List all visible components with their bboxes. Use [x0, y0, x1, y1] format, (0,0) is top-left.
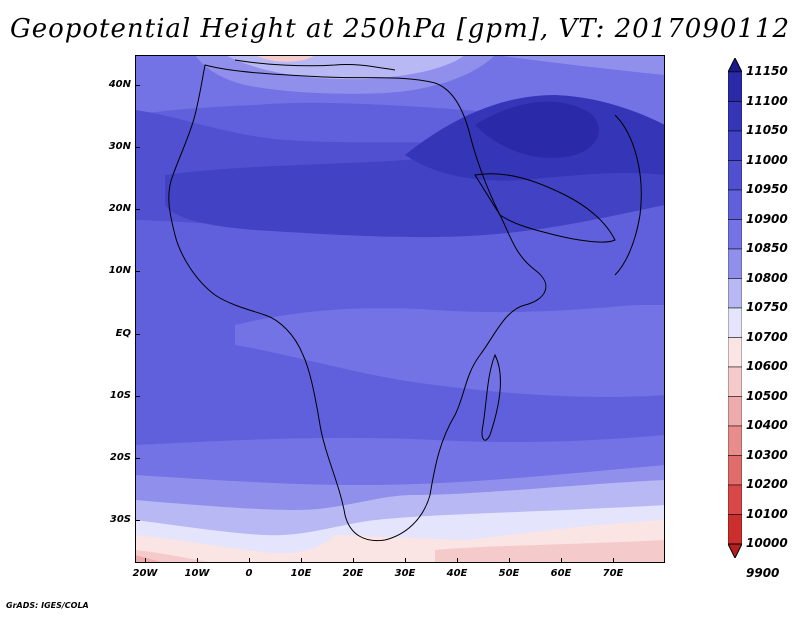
- field-band-10850-eq: [235, 305, 665, 397]
- colorbar-label-11100: 11100: [746, 93, 788, 108]
- colorbar-label-10300: 10300: [746, 447, 788, 462]
- lon-tick: [301, 558, 302, 563]
- colorbar-top-arrow: [728, 58, 742, 73]
- lon-label-60e: 60E: [550, 568, 572, 579]
- heatmap-field: [135, 55, 665, 563]
- lat-tick: [135, 209, 140, 210]
- lon-tick: [509, 558, 510, 563]
- chart-title: Geopotential Height at 250hPa [gpm], VT:…: [9, 14, 791, 44]
- colorbar-label-10000: 10000: [746, 536, 788, 550]
- lat-tick: [135, 271, 140, 272]
- lon-tick: [405, 558, 406, 563]
- madagascar-coastline: [481, 353, 501, 441]
- field-band-10800-ne: [495, 55, 665, 75]
- field-band-10400-south: [135, 555, 165, 563]
- colorbar-swatch-10700: [728, 307, 742, 338]
- colorbar-label-10500: 10500: [746, 388, 788, 403]
- india-coastline: [614, 114, 642, 276]
- lon-label-20e: 20E: [342, 568, 364, 579]
- colorbar-label-10950: 10950: [746, 182, 788, 196]
- colorbar-label-10700: 10700: [746, 329, 788, 344]
- lat-tick: [135, 85, 140, 86]
- field-band-10600-north: [255, 55, 315, 62]
- lon-label-40e: 40E: [446, 568, 468, 579]
- lat-label-20s: 20S: [109, 452, 131, 463]
- map-plot-area: [135, 55, 665, 563]
- colorbar-swatch-10500: [728, 366, 742, 397]
- colorbar-swatch-10200: [728, 455, 742, 486]
- colorbar-label-10900: 10900: [746, 211, 788, 226]
- lat-tick: [135, 334, 140, 335]
- lon-label-30e: 30E: [394, 568, 416, 579]
- colorbar-swatch-10950: [728, 160, 742, 191]
- colorbar-label-10600: 10600: [746, 359, 788, 373]
- field-band-10500-south: [135, 540, 665, 563]
- colorbar-swatch-10000: [728, 514, 742, 545]
- lon-tick: [197, 558, 198, 563]
- colorbar-label-10750: 10750: [746, 300, 788, 314]
- lon-label-10w: 10W: [184, 568, 210, 579]
- lon-tick: [353, 558, 354, 563]
- colorbar-swatch-10800: [728, 248, 742, 279]
- lon-label-10e: 10E: [290, 568, 312, 579]
- lon-label-0: 0: [245, 568, 253, 579]
- lon-tick: [145, 558, 146, 563]
- colorbar-label-10100: 10100: [746, 506, 788, 521]
- lat-tick: [135, 147, 140, 148]
- colorbar-label-11150: 11150: [746, 64, 788, 78]
- coastlines: [168, 59, 642, 542]
- colorbar-swatch-11100: [728, 71, 742, 102]
- lon-tick: [561, 558, 562, 563]
- lon-tick: [249, 558, 250, 563]
- colorbar-swatch-11000: [728, 130, 742, 161]
- colorbar-label-11050: 11050: [746, 123, 788, 137]
- colorbar-swatch-10400: [728, 396, 742, 427]
- colorbar-label-10850: 10850: [746, 241, 788, 255]
- colorbar-swatch-10850: [728, 219, 742, 250]
- colorbar-label-10800: 10800: [746, 270, 788, 285]
- lat-label-eq: EQ: [115, 328, 131, 339]
- lat-tick: [135, 520, 140, 521]
- colorbar-graphic: [728, 58, 742, 558]
- lon-tick: [613, 558, 614, 563]
- mediterranean-coastline: [234, 59, 396, 71]
- lon-tick: [457, 558, 458, 563]
- colorbar-label-10400: 10400: [746, 418, 788, 432]
- grads-credit: GrADS: IGES/COLA: [6, 601, 89, 610]
- colorbar-swatch-10100: [728, 484, 742, 515]
- colorbar: [728, 58, 742, 558]
- lon-label-70e: 70E: [602, 568, 624, 579]
- africa-coastline: [168, 64, 547, 542]
- colorbar-label-11000: 11000: [746, 152, 788, 167]
- colorbar-swatch-10600: [728, 337, 742, 368]
- lat-label-10s: 10S: [109, 390, 131, 401]
- colorbar-swatch-11050: [728, 101, 742, 132]
- lat-tick: [135, 458, 140, 459]
- field-band-11100: [475, 101, 599, 158]
- lat-tick: [135, 396, 140, 397]
- lat-label-20n: 20N: [108, 203, 131, 214]
- lat-label-40n: 40N: [108, 79, 131, 90]
- lat-label-30n: 30N: [108, 141, 131, 152]
- colorbar-swatch-10300: [728, 425, 742, 456]
- colorbar-bottom-arrow: [728, 543, 742, 558]
- lat-label-30s: 30S: [109, 514, 131, 525]
- lat-label-10n: 10N: [108, 265, 131, 276]
- colorbar-label-9900: 9900: [746, 565, 780, 580]
- colorbar-swatch-10900: [728, 189, 742, 220]
- lon-label-50e: 50E: [498, 568, 520, 579]
- lon-label-20w: 20W: [132, 568, 158, 579]
- colorbar-swatch-10750: [728, 278, 742, 309]
- arabia-coastline: [474, 173, 616, 243]
- colorbar-label-10200: 10200: [746, 477, 788, 491]
